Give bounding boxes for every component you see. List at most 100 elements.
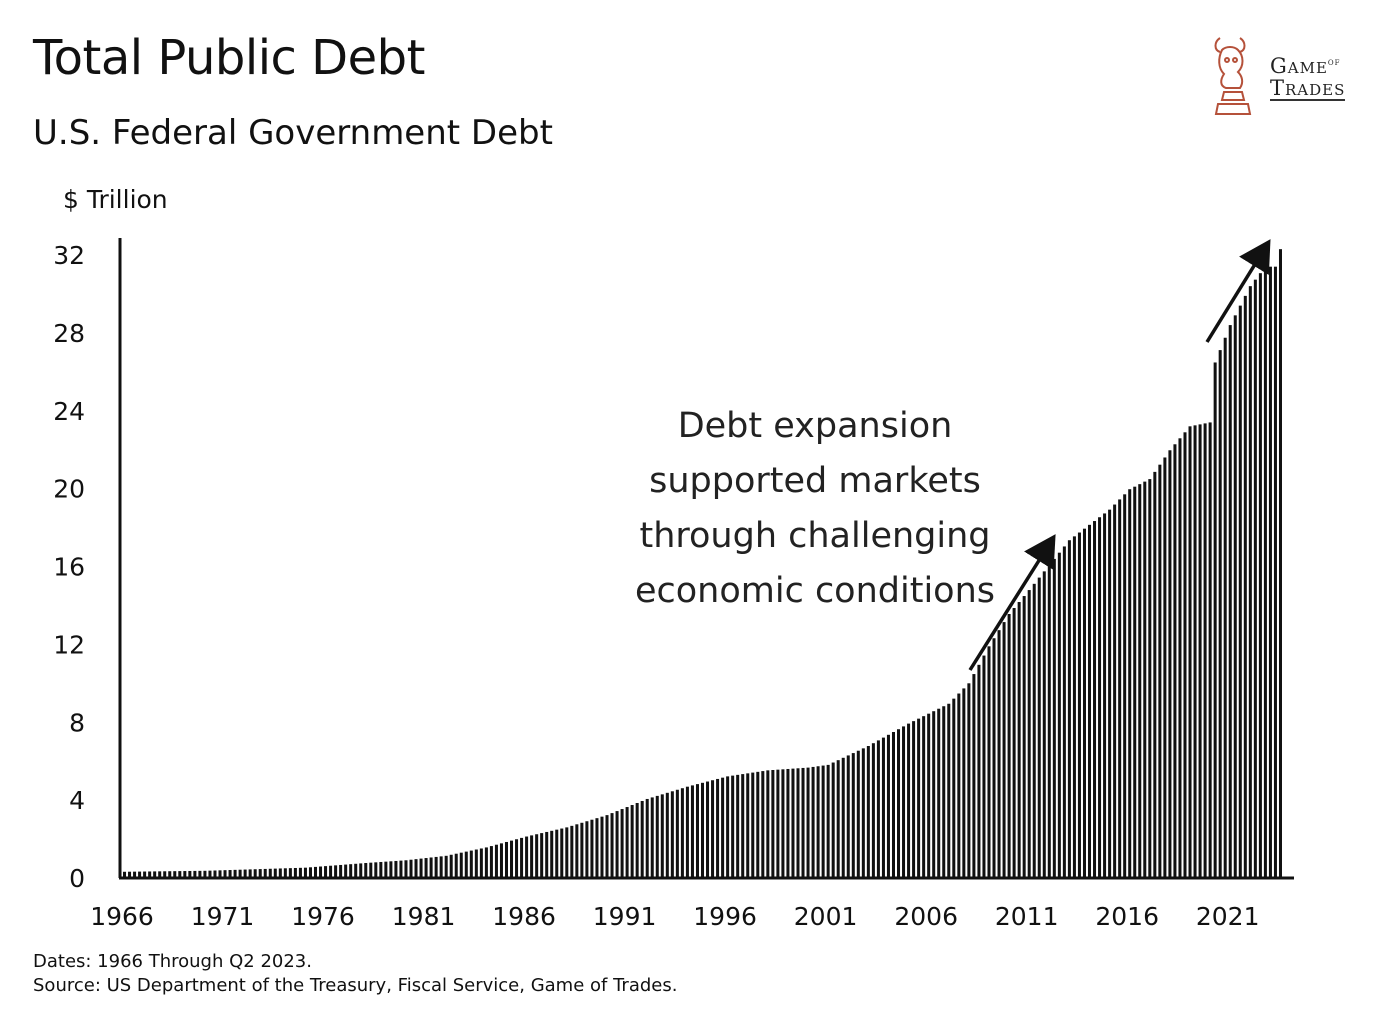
debt-bar: [650, 797, 654, 878]
debt-bar: [1062, 546, 1066, 878]
debt-bar: [479, 848, 483, 878]
debt-bar: [1208, 422, 1212, 878]
debt-bar: [208, 870, 212, 878]
debt-bar: [565, 827, 569, 878]
debt-bar: [359, 863, 363, 878]
debt-bar: [424, 858, 428, 878]
debt-bar: [1188, 426, 1192, 878]
debt-bar: [927, 713, 931, 878]
debt-bar: [354, 863, 358, 878]
debt-bar: [1273, 266, 1277, 878]
debt-bar: [238, 869, 242, 878]
debt-bar: [1047, 565, 1051, 878]
debt-bar: [811, 766, 815, 878]
footnote-dates: Dates: 1966 Through Q2 2023.: [33, 951, 312, 972]
debt-bar: [952, 698, 956, 878]
debt-bar: [886, 734, 890, 878]
y-tick-label: 4: [69, 786, 85, 815]
debt-bar: [1123, 494, 1127, 878]
debt-bar: [313, 866, 318, 878]
debt-bar: [1037, 577, 1041, 878]
debt-bar: [1198, 424, 1202, 878]
debt-bar: [1143, 481, 1147, 878]
annotation-line-1: Debt expansion: [678, 406, 953, 446]
x-tick-label: 1991: [593, 902, 657, 931]
debt-bar: [369, 862, 373, 878]
debt-bar: [138, 871, 142, 878]
debt-bar: [1173, 444, 1177, 878]
debt-bar: [1203, 423, 1207, 878]
debt-bar: [339, 864, 343, 878]
x-tick-label: 2016: [1095, 902, 1159, 931]
debt-bar: [444, 855, 448, 878]
debt-bar: [706, 781, 710, 878]
debt-bar: [1193, 425, 1197, 878]
debt-bar: [1082, 528, 1086, 878]
debt-bar: [128, 871, 132, 878]
debt-bar: [1238, 305, 1242, 878]
debt-bar: [188, 870, 192, 878]
debt-bar: [494, 844, 498, 878]
debt-bar: [258, 869, 262, 878]
debt-bar: [484, 847, 488, 878]
logo-text-of: of: [1327, 57, 1341, 68]
debt-bar: [766, 770, 770, 878]
debt-bar: [263, 868, 267, 878]
debt-bar: [319, 866, 323, 878]
debt-bar: [349, 864, 353, 878]
debt-bar: [379, 861, 383, 878]
debt-bar: [303, 867, 307, 878]
debt-bar: [1087, 524, 1092, 878]
debt-bar: [942, 706, 946, 878]
debt-bar: [454, 853, 458, 878]
debt-bar: [600, 816, 604, 878]
annotation-text: Debt expansion supported markets through…: [635, 406, 995, 611]
debt-bar: [273, 868, 277, 878]
debt-bar: [570, 825, 574, 878]
debt-bar: [1158, 464, 1162, 878]
debt-bar: [695, 784, 699, 878]
debt-bar: [1103, 513, 1107, 878]
debt-bar: [123, 871, 127, 878]
debt-bar: [429, 857, 433, 878]
bars-group: [123, 249, 1282, 879]
debt-bar: [1002, 622, 1006, 878]
debt-bar: [660, 794, 664, 878]
debt-bar: [173, 871, 177, 878]
debt-bar: [836, 760, 840, 878]
debt-bar: [751, 772, 755, 878]
debt-bar: [364, 863, 368, 878]
annotation-line-2: supported markets: [649, 461, 981, 501]
debt-bar: [535, 834, 539, 878]
x-tick-label: 1981: [392, 902, 456, 931]
debt-bar: [414, 859, 418, 878]
debt-bar: [841, 757, 845, 878]
debt-bar: [595, 818, 599, 878]
debt-bar: [1223, 337, 1227, 878]
debt-bar: [474, 849, 478, 878]
debt-bar: [962, 688, 966, 878]
y-tick-label: 32: [53, 241, 85, 270]
debt-bar: [1168, 450, 1172, 878]
debt-bar: [545, 831, 549, 878]
debt-bar: [1163, 457, 1167, 878]
debt-bar: [1233, 315, 1237, 879]
x-tick-label: 2021: [1196, 902, 1260, 931]
debt-bar: [283, 868, 287, 878]
debt-bar: [198, 870, 202, 878]
debt-bar: [278, 868, 282, 878]
debt-bar: [434, 856, 438, 878]
debt-bar: [675, 789, 679, 878]
debt-bar: [851, 753, 855, 878]
debt-bar: [947, 703, 951, 878]
debt-bar: [580, 822, 584, 878]
debt-bar: [409, 859, 413, 878]
debt-bar: [1108, 509, 1112, 878]
debt-bar: [866, 746, 870, 878]
debt-bar: [1027, 590, 1031, 878]
debt-bar: [449, 854, 453, 878]
debt-bar: [469, 850, 473, 878]
debt-bar: [1118, 499, 1122, 878]
debt-bar: [1093, 521, 1097, 878]
debt-bar: [801, 767, 805, 878]
